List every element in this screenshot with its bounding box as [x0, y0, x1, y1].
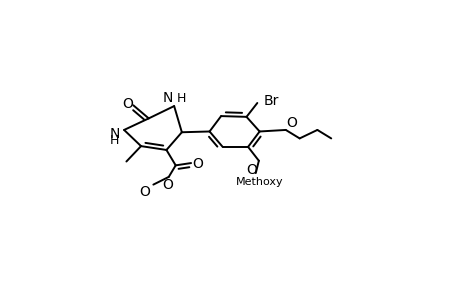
Text: O: O [162, 178, 173, 192]
Text: O: O [246, 163, 257, 177]
Text: H: H [176, 92, 185, 105]
Text: N: N [162, 92, 173, 105]
Text: Br: Br [263, 94, 278, 108]
Text: O: O [139, 184, 150, 199]
Text: O: O [122, 97, 133, 111]
Text: Methoxy: Methoxy [235, 177, 283, 187]
Text: O: O [286, 116, 297, 130]
Text: O: O [192, 157, 203, 171]
Text: H: H [110, 134, 119, 147]
Text: N: N [109, 127, 120, 141]
